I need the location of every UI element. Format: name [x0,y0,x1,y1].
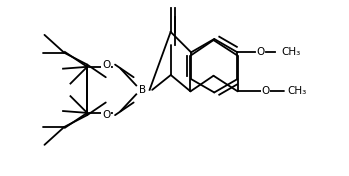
Text: O: O [102,110,110,120]
Text: CH₃: CH₃ [288,86,307,96]
Text: O: O [261,86,270,96]
Text: O: O [102,110,110,120]
Text: CH₃: CH₃ [288,86,307,96]
Text: CH₃: CH₃ [281,47,300,57]
Text: B: B [139,85,147,95]
Text: O: O [256,47,265,57]
Text: O: O [261,86,270,96]
Text: O: O [102,60,110,70]
Text: O: O [102,60,110,70]
Text: B: B [139,85,147,95]
